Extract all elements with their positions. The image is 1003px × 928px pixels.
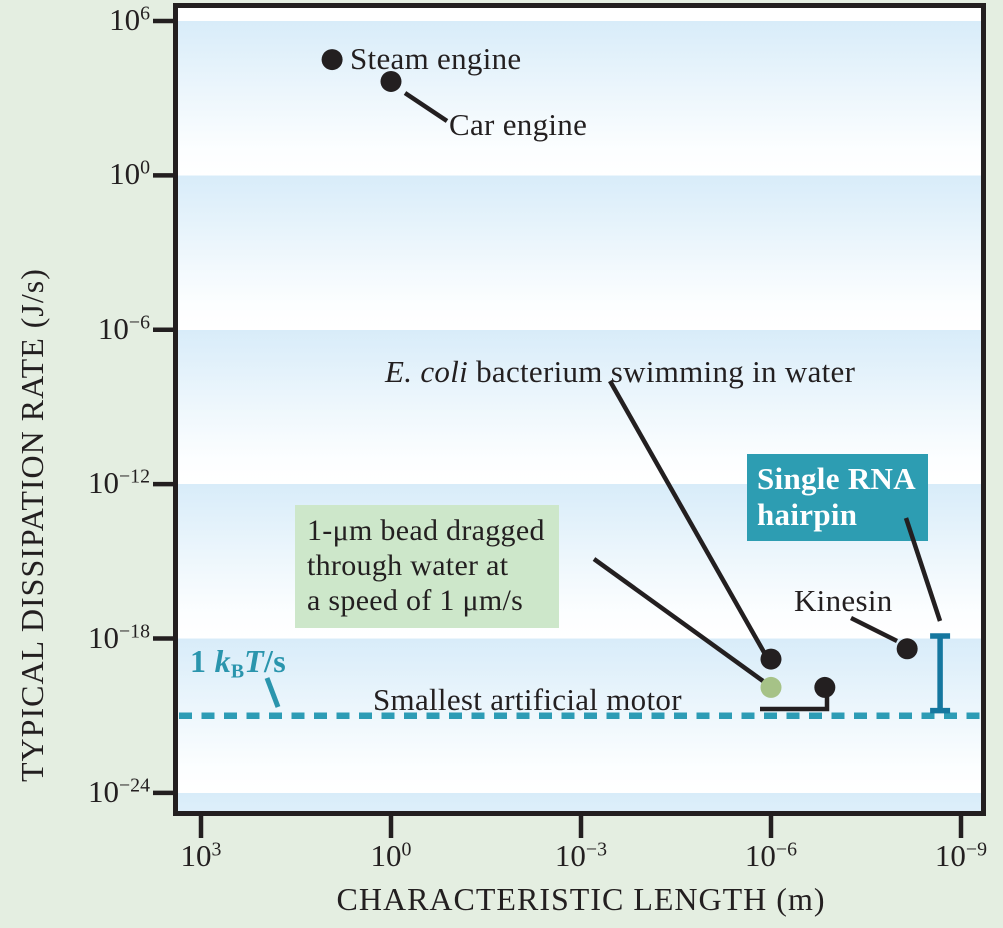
- steam-engine-label: Steam engine: [350, 41, 522, 76]
- x-tick-label-0: 103: [180, 838, 222, 873]
- kbt-sub-B: B: [230, 660, 245, 683]
- ecoli-label: E. coli bacterium swimming in water: [385, 354, 856, 389]
- background-bands: [178, 21, 981, 811]
- y-tick-label-0: 106: [109, 2, 150, 37]
- x-tick-label-2: 10−3: [554, 838, 608, 873]
- bead-annotation-box: 1-μm bead dragged through water at a spe…: [295, 505, 559, 628]
- rna-hairpin-annotation-box: Single RNA hairpin: [747, 454, 928, 541]
- bead-annotation-line2: through water at: [307, 549, 509, 582]
- plot-area: [173, 3, 986, 816]
- y-tick-label-2: 10−6: [97, 310, 150, 346]
- rna-annotation-line2: hairpin: [757, 497, 858, 532]
- ecoli-label-italic: E. coli: [385, 354, 469, 389]
- car-engine-label: Car engine: [449, 107, 588, 142]
- bead-annotation-line1: 1-μm bead dragged: [307, 514, 545, 547]
- rna-annotation-line1: Single RNA: [757, 461, 916, 496]
- kbt-post: /s: [264, 643, 286, 679]
- ecoli-label-rest: bacterium swimming in water: [468, 354, 856, 389]
- kbt-k: k: [214, 643, 231, 679]
- x-tick-label-1: 100: [370, 838, 412, 873]
- kbt-reference-label: 1 kBT/s: [190, 643, 286, 683]
- artificial-motor-label: Smallest artificial motor: [373, 682, 682, 717]
- y-tick-label-5: 10−24: [87, 773, 150, 809]
- y-axis-title: TYPICAL DISSIPATION RATE (J/s): [14, 268, 50, 782]
- bead-annotation-line3: a speed of 1 μm/s: [307, 584, 524, 617]
- y-tick-label-3: 10−12: [87, 465, 150, 501]
- y-tick-label-1: 100: [109, 156, 150, 192]
- kinesin-label: Kinesin: [794, 583, 893, 618]
- x-tick-label-4: 10−9: [934, 838, 988, 873]
- x-axis-title: CHARACTERISTIC LENGTH (m): [336, 881, 826, 917]
- kbt-T: T: [244, 643, 265, 679]
- x-tick-label-3: 10−6: [744, 838, 798, 873]
- y-tick-label-4: 10−18: [87, 619, 150, 655]
